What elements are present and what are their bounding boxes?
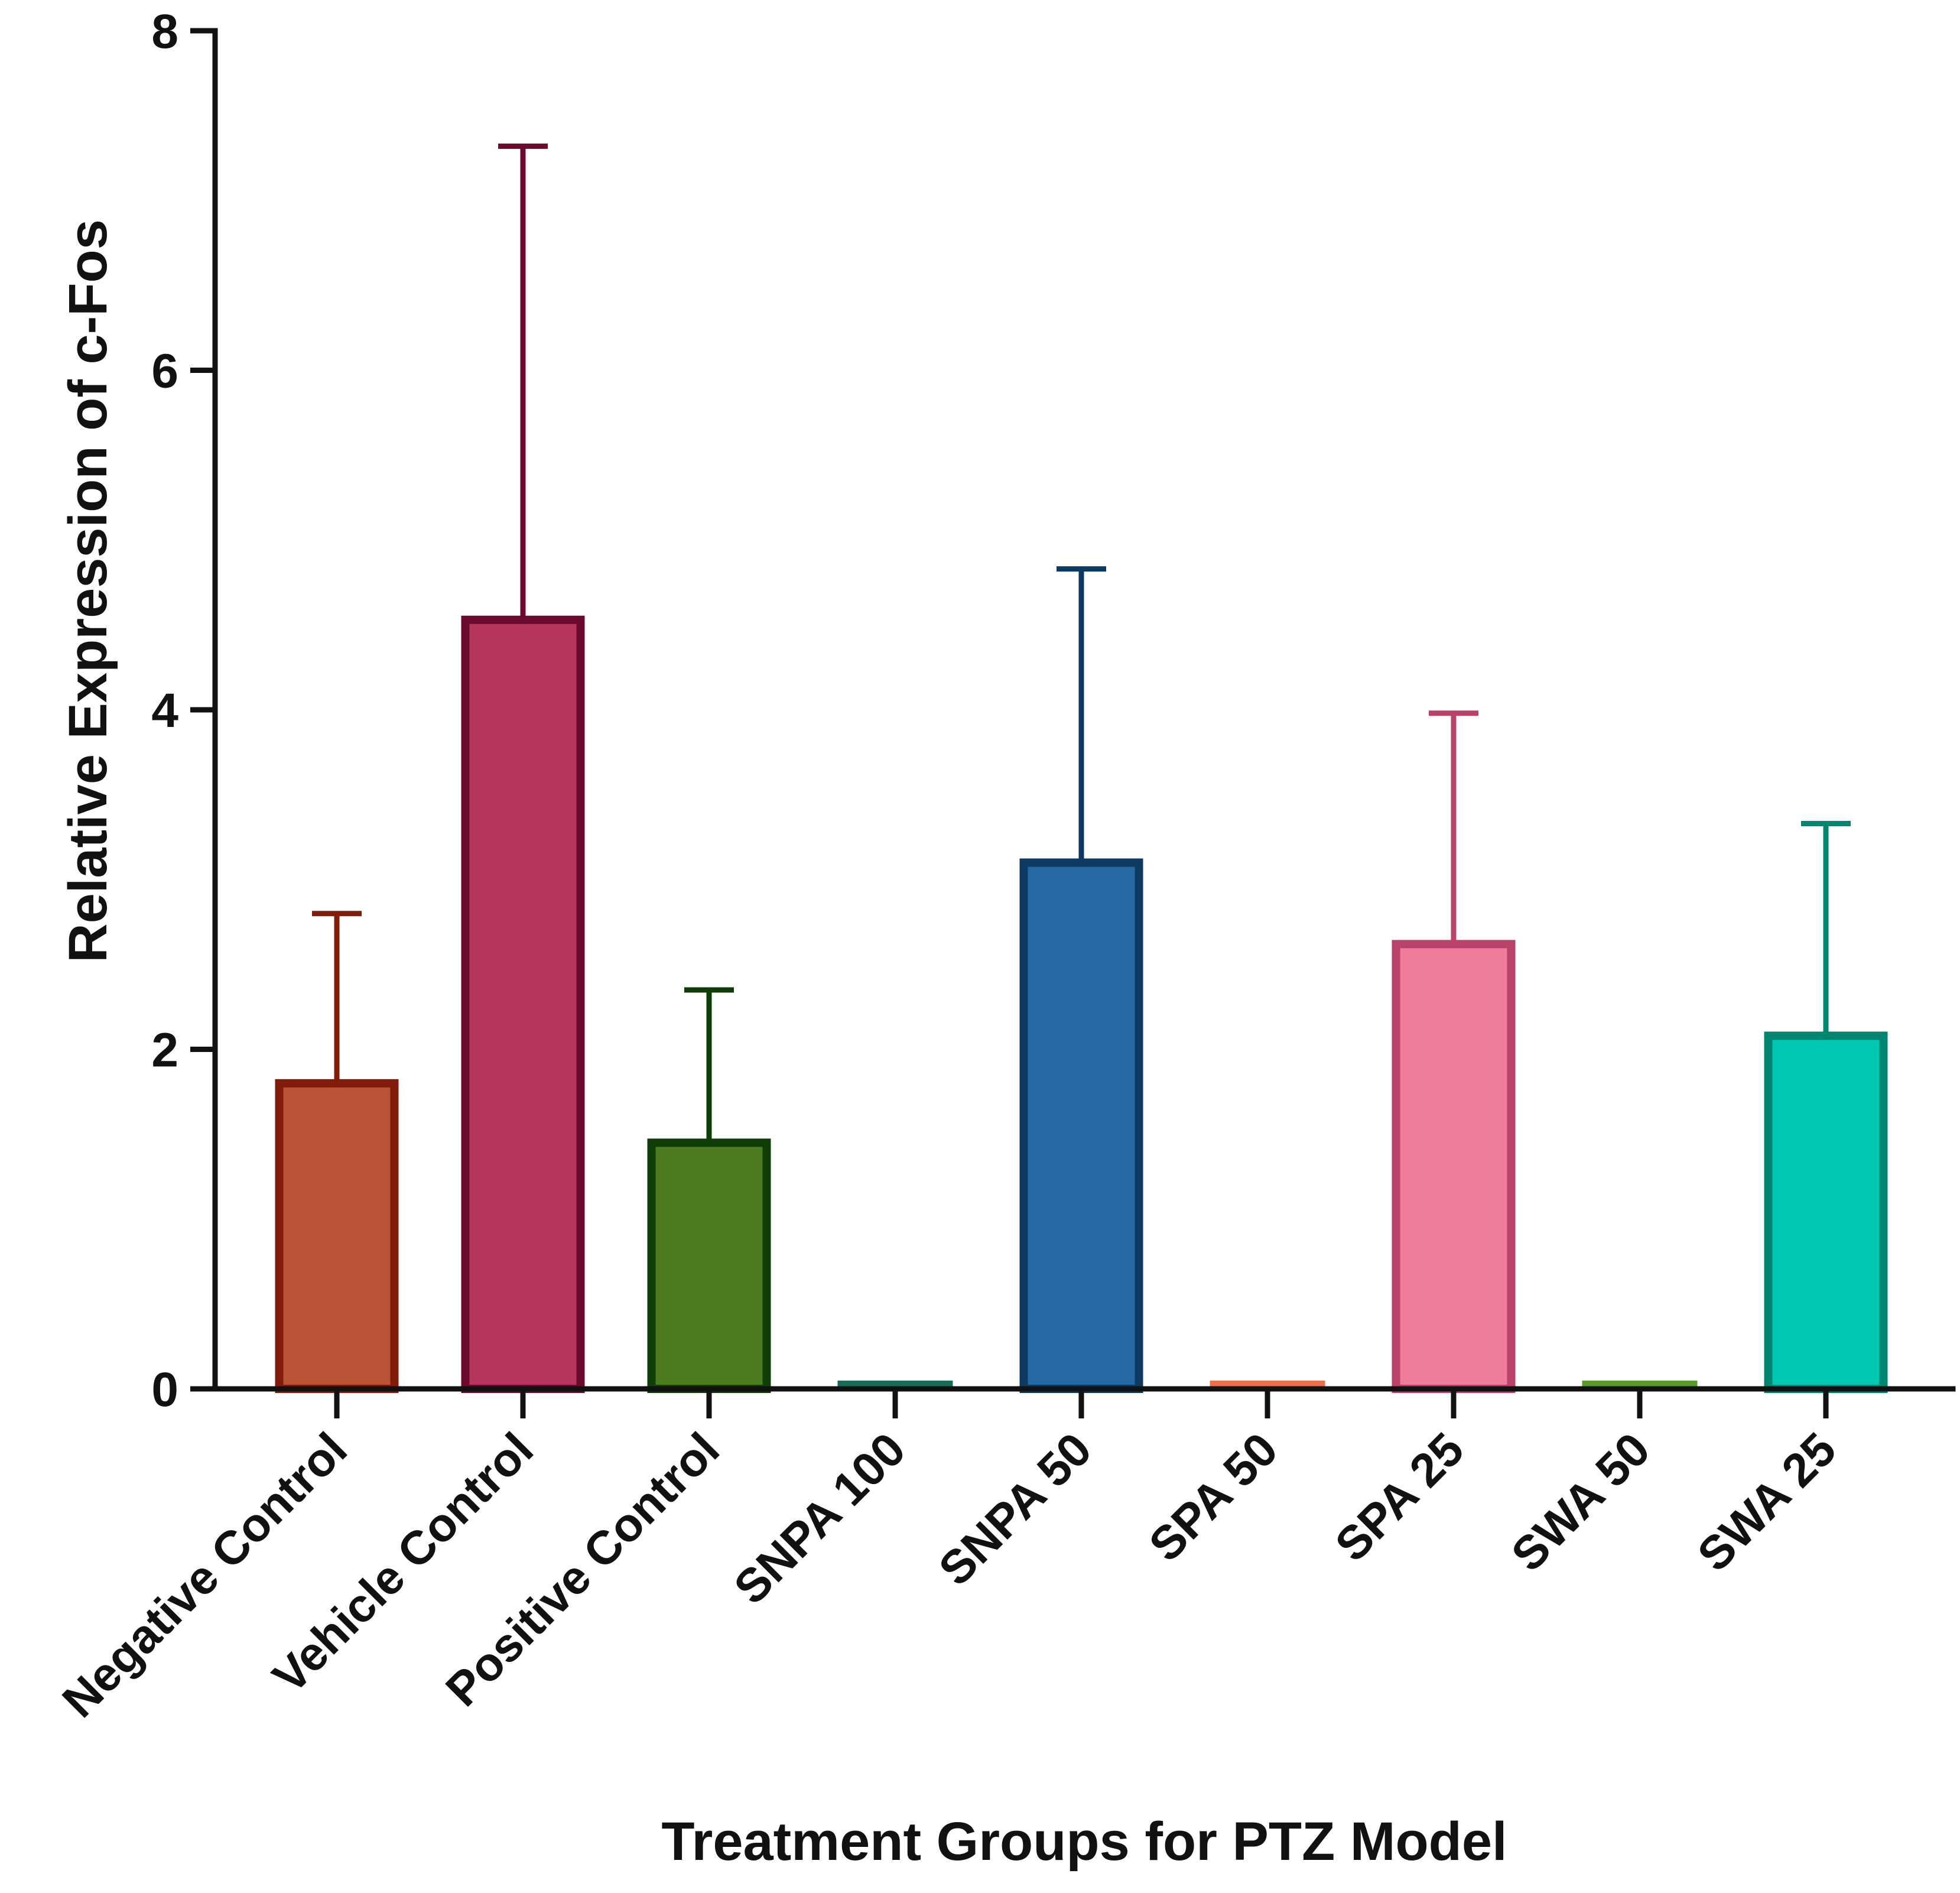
bar [1019, 858, 1143, 1393]
x-tick-label: SPA 50 [1139, 1423, 1288, 1571]
bar [837, 1381, 953, 1388]
bar [275, 1079, 399, 1393]
y-axis: 0 2 4 6 8 [151, 5, 218, 1417]
x-tick-label: SPA 25 [1325, 1423, 1474, 1571]
y-tick-label: 8 [151, 5, 178, 59]
bar [647, 1138, 771, 1394]
x-tick-label: SWA 50 [1501, 1423, 1660, 1581]
x-tick-label: SNPA 50 [929, 1423, 1101, 1595]
error-bars-group [312, 143, 1851, 1143]
x-tick-label: SNPA 100 [724, 1423, 915, 1614]
x-axis-title: Treatment Groups for PTZ Model [661, 1811, 1507, 1872]
y-tick-label: 4 [151, 684, 178, 738]
bar [461, 615, 585, 1393]
x-tick-label: SWA 25 [1688, 1423, 1846, 1581]
bar [1210, 1381, 1325, 1388]
y-tick-label: 6 [151, 345, 178, 398]
bar [1392, 940, 1516, 1393]
bar [1764, 1031, 1888, 1393]
y-tick-label: 2 [151, 1024, 178, 1077]
bar [1582, 1381, 1698, 1388]
y-tick-label: 0 [151, 1363, 178, 1417]
y-axis-title: Relative Expression of c-Fos [58, 219, 118, 963]
